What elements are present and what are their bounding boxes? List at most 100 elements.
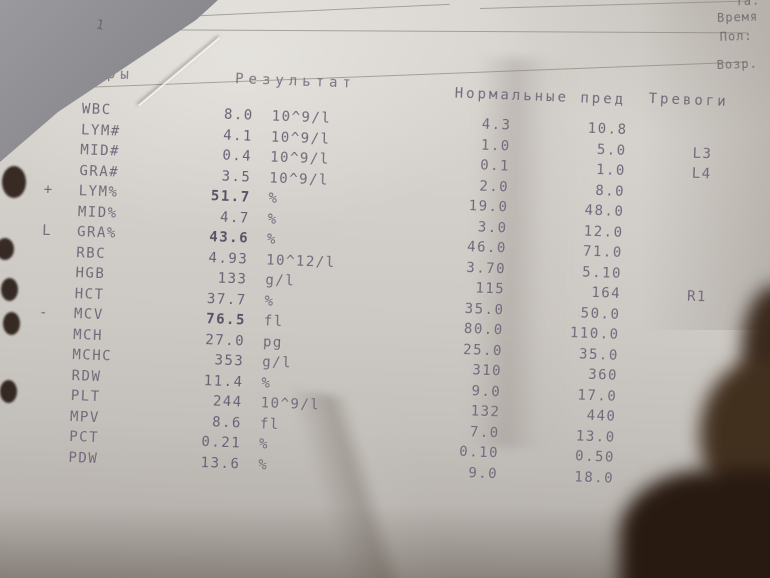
- cell-flag: [31, 345, 55, 346]
- cell-low: 35.0: [464, 300, 505, 319]
- cell-low: 19.0: [468, 198, 509, 216]
- cell-name: MCV: [73, 306, 105, 324]
- cell-name: MID#: [79, 142, 121, 160]
- cell-high: 50.0: [580, 305, 621, 323]
- cell-low: 46.0: [466, 239, 508, 257]
- cell-high: 5.0: [596, 141, 627, 159]
- cell-res: 4.1: [222, 127, 254, 145]
- cell-low: 0.1: [479, 157, 511, 175]
- cell-high: 71.0: [582, 243, 624, 262]
- cell-flag: -: [38, 304, 50, 322]
- cell-unit: %: [264, 292, 275, 310]
- cell-flag: [30, 366, 54, 367]
- cell-res: 353: [214, 352, 245, 370]
- cell-unit: 10^9/l: [270, 129, 331, 148]
- cell-unit: 10^9/l: [260, 395, 321, 414]
- cell-high: 18.0: [574, 468, 615, 487]
- cell-high: 13.0: [575, 427, 616, 446]
- cell-res: 4.7: [219, 209, 251, 227]
- cell-flag: [27, 448, 51, 449]
- cell-unit: %: [258, 436, 270, 453]
- cell-res: 37.7: [206, 290, 247, 309]
- cell-low: 2.0: [479, 178, 510, 196]
- punch-hole: [1, 278, 18, 301]
- cell-high: 17.0: [577, 386, 618, 405]
- cell-res: 244: [212, 393, 244, 411]
- cell-alarm: L3: [692, 145, 713, 162]
- scratch-mark: 1: [94, 17, 106, 34]
- cell-flag: [38, 161, 62, 162]
- column-header-result: Результат: [234, 71, 357, 92]
- cell-unit: %: [268, 190, 279, 207]
- cell-unit: 10^12/l: [265, 251, 336, 271]
- cell-res: 0.4: [222, 147, 253, 165]
- cell-flag: +: [43, 181, 55, 199]
- cell-high: 164: [591, 284, 622, 303]
- cell-res: 27.0: [205, 331, 246, 350]
- cell-flag: [28, 427, 52, 428]
- cell-name: MID%: [77, 203, 118, 222]
- cell-unit: %: [266, 231, 278, 248]
- cell-low: 9.0: [468, 464, 499, 482]
- punch-hole: [2, 166, 26, 198]
- cell-name: WBC: [81, 101, 112, 119]
- cell-low: 115: [475, 280, 506, 298]
- cell-low: 3.70: [466, 259, 507, 278]
- cell-high: 12.0: [583, 223, 624, 241]
- paper-shadow-right: [640, 0, 770, 330]
- cell-res: 13.6: [200, 454, 241, 473]
- date-label: та:: [735, 0, 761, 9]
- cell-name: RBC: [76, 244, 107, 262]
- cell-name: GRA%: [76, 224, 118, 242]
- cell-low: 310: [472, 362, 503, 380]
- cell-res: 51.7: [210, 188, 251, 206]
- cell-name: RDW: [71, 367, 102, 385]
- cell-high: 35.0: [578, 345, 620, 364]
- cell-low: 25.0: [462, 341, 504, 360]
- cell-name: GRA#: [79, 162, 120, 181]
- cell-flag: [35, 243, 59, 244]
- cell-high: 48.0: [584, 202, 625, 221]
- cell-low: 1.0: [480, 137, 512, 155]
- cell-unit: pg: [262, 333, 284, 351]
- cell-unit: fl: [263, 313, 285, 331]
- cell-flag: [39, 141, 63, 142]
- dark-shadow-object: [620, 470, 770, 578]
- cell-unit: 10^9/l: [271, 108, 332, 127]
- cell-low: 0.10: [458, 443, 500, 462]
- cell-alarm: R1: [686, 288, 708, 306]
- cell-res: 11.4: [203, 372, 244, 391]
- cell-high: 0.50: [574, 448, 616, 466]
- cell-flag: [33, 284, 57, 285]
- cell-name: LYM#: [80, 121, 122, 140]
- cell-high: 10.8: [587, 120, 628, 139]
- cell-flag: L: [41, 222, 53, 240]
- cell-res: 4.93: [208, 249, 249, 268]
- cell-unit: 10^9/l: [269, 149, 330, 168]
- cell-res: 43.6: [209, 229, 250, 247]
- punch-hole: [3, 312, 20, 335]
- cell-flag: [36, 202, 60, 203]
- cell-res: 133: [217, 270, 248, 288]
- cell-name: MCHC: [72, 347, 113, 365]
- cell-low: 9.0: [471, 382, 502, 401]
- cell-low: 132: [470, 403, 501, 421]
- cell-flag: [29, 386, 53, 387]
- cell-flag: [34, 263, 58, 264]
- cell-low: 4.3: [481, 116, 512, 134]
- cell-res: 0.21: [201, 434, 242, 452]
- cell-res: 8.6: [211, 413, 243, 432]
- cell-name: PCT: [68, 428, 100, 447]
- cell-flag: [32, 325, 56, 326]
- cell-high: 440: [586, 407, 617, 425]
- column-header-normal-limits: Нормальные пред: [454, 85, 627, 109]
- cell-unit: g/l: [265, 272, 296, 290]
- cell-low: 3.0: [477, 219, 508, 237]
- cell-unit: 10^9/l: [269, 169, 330, 189]
- cell-unit: %: [258, 456, 269, 474]
- cell-high: 110.0: [569, 325, 620, 344]
- cell-name: MPV: [69, 408, 101, 426]
- cell-flag: [28, 407, 52, 408]
- cell-unit: fl: [259, 415, 281, 433]
